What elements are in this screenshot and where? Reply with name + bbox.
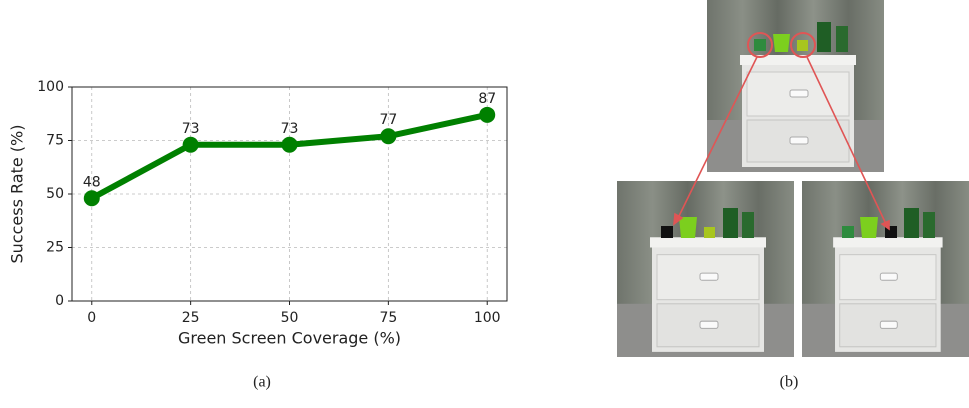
marker (281, 136, 298, 153)
photo-top (707, 0, 884, 172)
x-tick-label: 50 (281, 310, 299, 326)
y-tick-label: 100 (37, 79, 64, 95)
photo-right (802, 181, 969, 357)
data-label: 73 (182, 121, 200, 137)
data-label: 77 (379, 112, 397, 128)
y-axis-label: Success Rate (%) (8, 125, 27, 264)
y-tick-label: 75 (46, 133, 64, 149)
x-tick-label: 25 (182, 310, 200, 326)
x-tick-label: 0 (87, 310, 96, 326)
photo-left (617, 181, 794, 357)
marker (182, 136, 199, 153)
x-tick-label: 100 (474, 310, 501, 326)
marker (479, 106, 496, 123)
data-label: 48 (83, 174, 101, 190)
caption: (b) (780, 374, 799, 391)
data-label: 73 (281, 121, 299, 137)
y-tick-label: 0 (55, 293, 64, 309)
caption: (a) (253, 374, 271, 391)
marker (83, 190, 100, 207)
marker (380, 128, 397, 145)
plot-frame (71, 86, 508, 302)
y-tick-label: 25 (46, 240, 64, 256)
x-tick-label: 75 (379, 310, 397, 326)
x-axis-label: Green Screen Coverage (%) (178, 329, 401, 348)
photos (617, 0, 969, 357)
data-label: 87 (478, 91, 496, 107)
y-tick-label: 50 (46, 186, 64, 202)
